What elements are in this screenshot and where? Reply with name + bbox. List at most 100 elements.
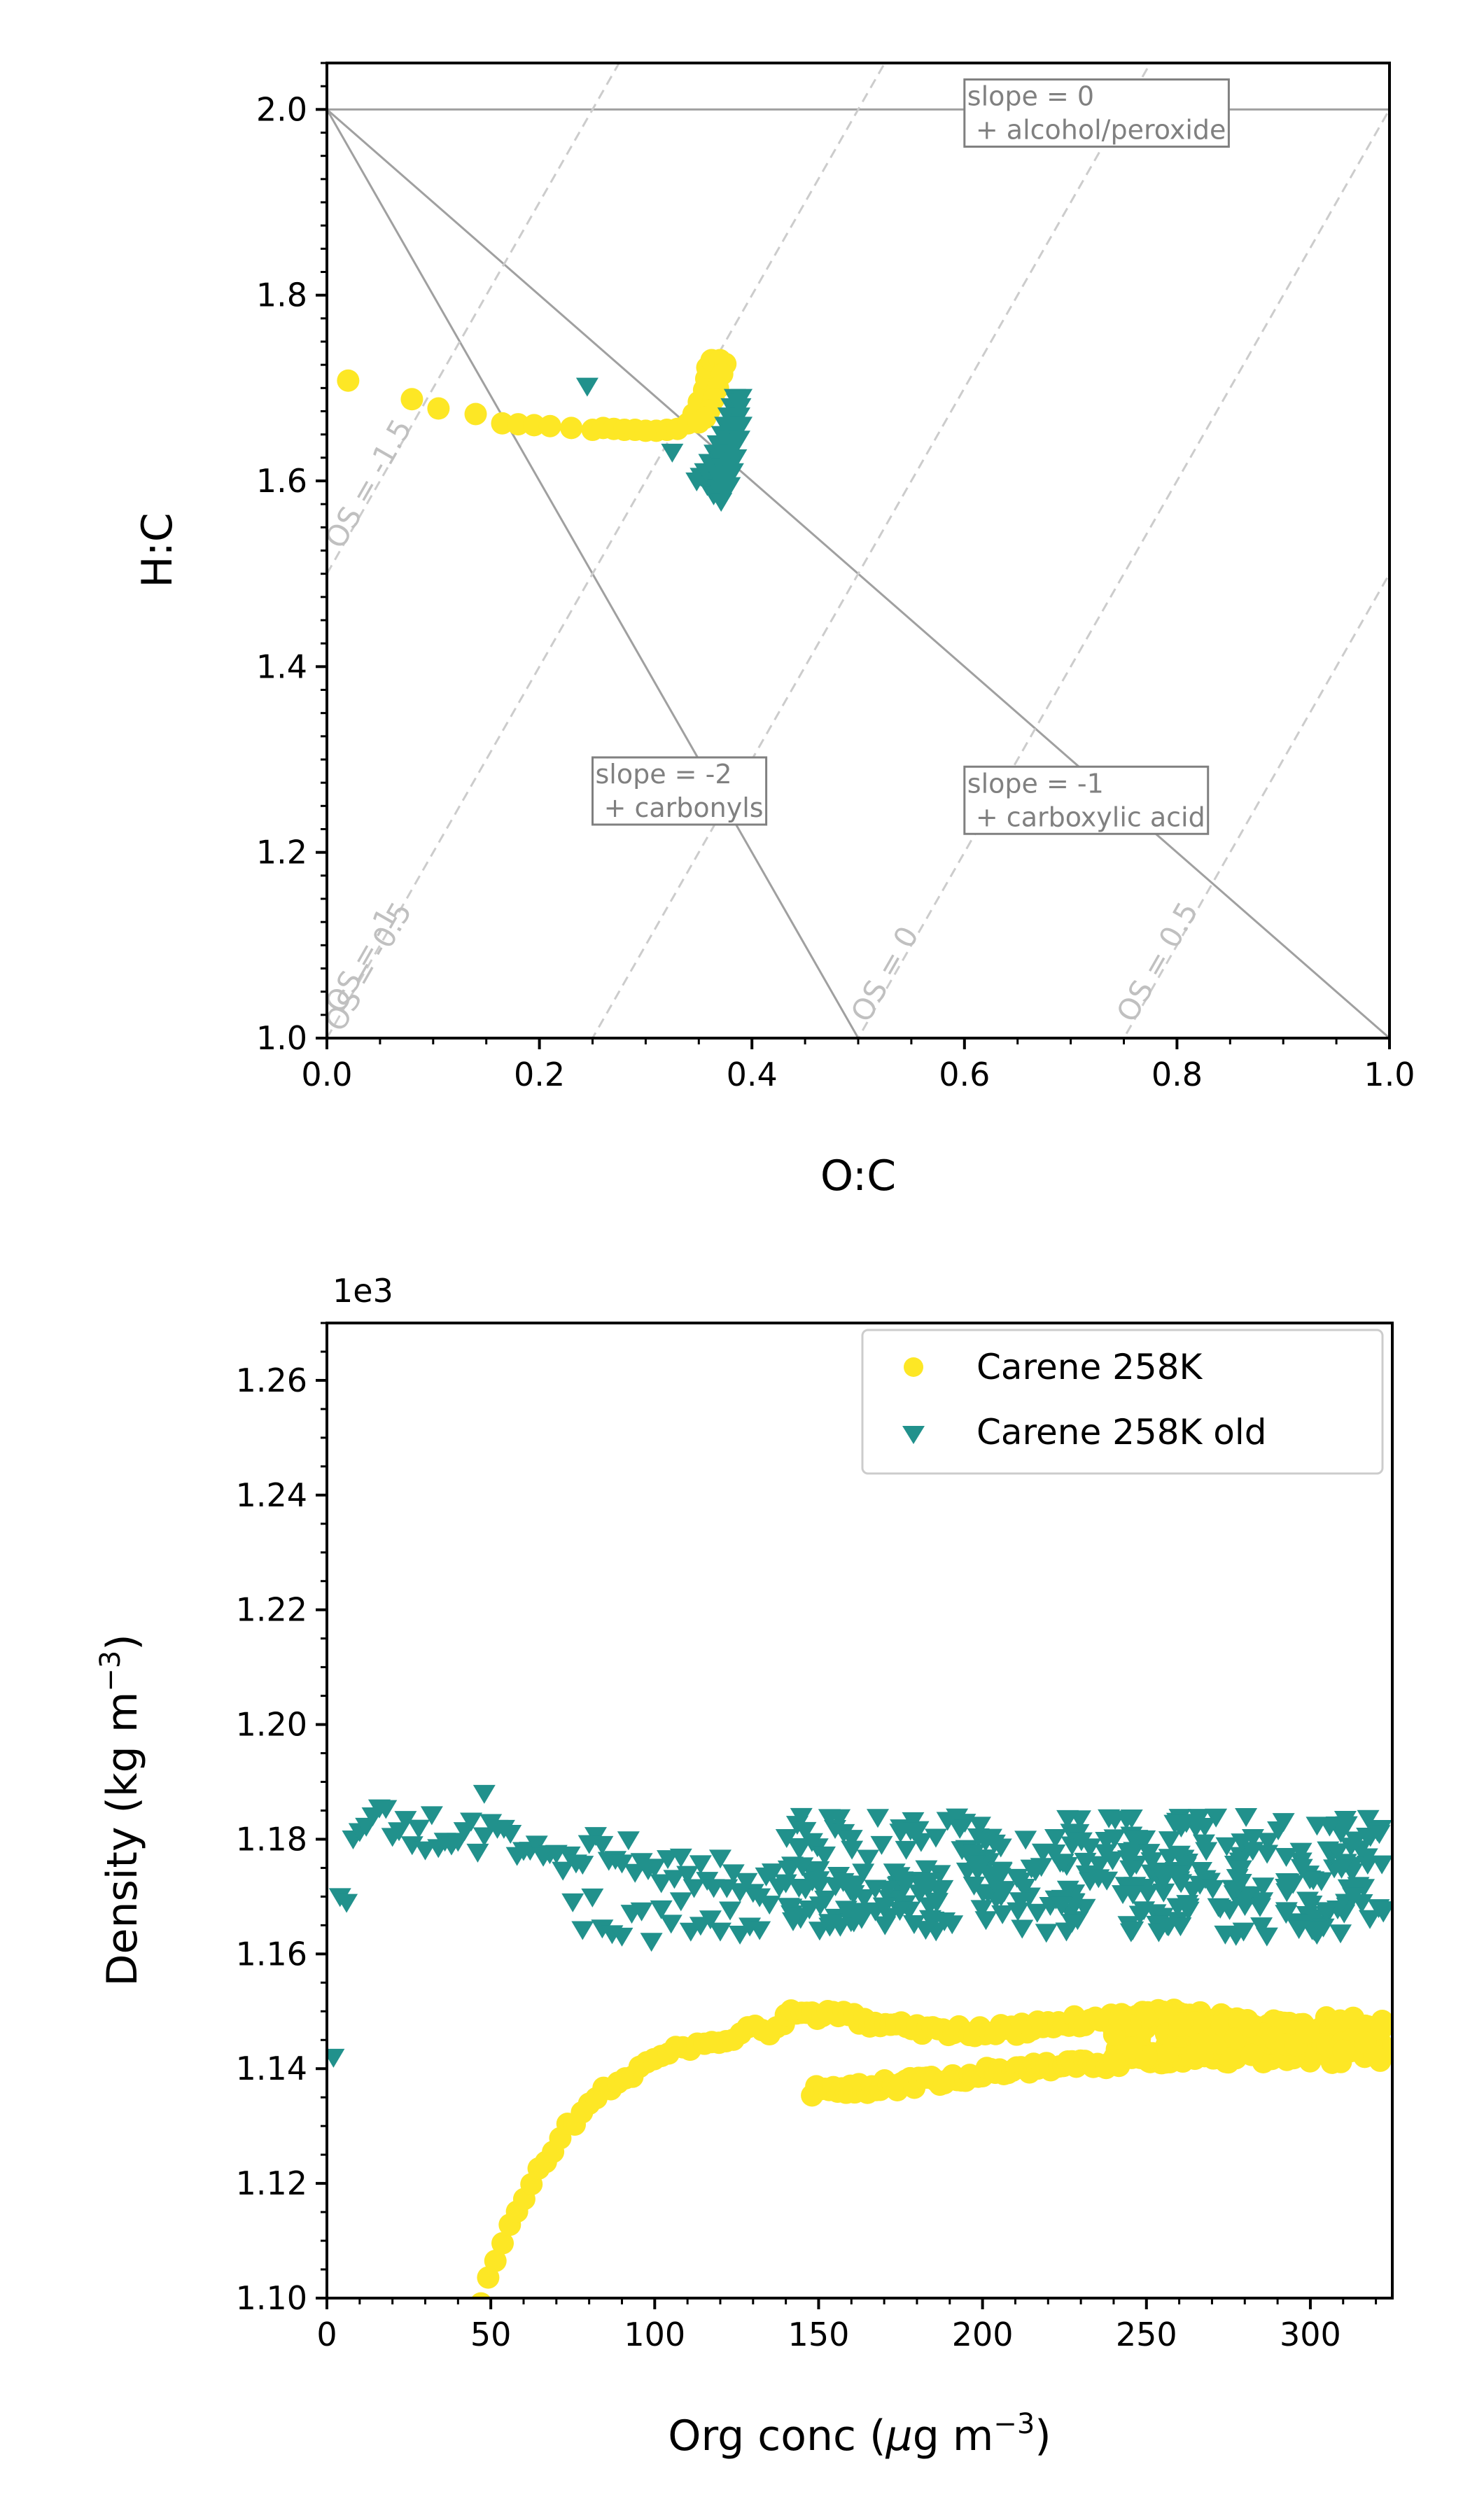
density-point-s1-414 [1156,1917,1179,1936]
density-point-s1-446 [659,1914,682,1934]
y-tick-label: 1.12 [236,2164,307,2202]
density-point-s1-36 [552,1861,575,1881]
density-point-s1-12 [394,1811,417,1830]
density-point-s0-3 [491,2232,514,2255]
density-point-s1-244 [1056,1809,1079,1829]
density-point-s1-287 [948,1819,972,1839]
density-point-s1-110 [1187,1809,1210,1828]
y-tick-label: 1.10 [236,2279,307,2317]
density-point-s1-445 [650,1900,673,1919]
density-point-s1-274 [800,1833,823,1852]
density-point-s1-39 [571,1856,594,1875]
density-point-s1-267 [968,1816,991,1836]
density-point-s1-434 [902,1822,925,1842]
density-point-s1-53 [663,1870,686,1889]
density-point-s0-440 [1108,2008,1131,2031]
point-s1-1 [661,443,684,463]
density-point-s1-451 [708,1922,732,1942]
density-point-s0-448 [1168,2014,1191,2037]
density-point-s1-229 [1031,1843,1054,1863]
density-point-s1-430 [864,1879,887,1899]
density-point-s1-330 [834,1900,858,1920]
point-s1-34 [724,449,748,468]
density-point-s1-95 [1329,1924,1352,1944]
density-point-s1-391 [1051,1854,1074,1873]
y-axis-label: Density (kg m−3) [94,1634,147,1986]
density-point-s1-399 [1087,1869,1110,1889]
density-point-s1-411 [1275,1905,1298,1924]
x-axis-label: Org conc (μg m−3) [668,2408,1051,2460]
density-point-s1-303 [1267,1821,1290,1840]
density-point-s1-438 [581,1888,604,1907]
legend-label-series-2: Carene 258K old [976,1412,1266,1452]
density-point-s1-259 [1005,1868,1028,1888]
density-point-s1-412 [1121,1885,1144,1905]
os-line-0 [327,63,621,575]
density-point-s1-456 [758,1896,781,1915]
density-point-s1-390 [1103,1829,1126,1849]
density-point-s1-325 [1172,1849,1195,1869]
density-point-s0-364 [1324,2012,1348,2036]
y-tick-label: 1.22 [236,1591,307,1629]
density-point-s1-57 [689,1855,712,1875]
density-point-s1-308 [1074,1852,1097,1872]
point-s0-3 [464,402,487,426]
density-point-s1-77 [1026,1903,1049,1923]
x-tick-label: 200 [952,2316,1014,2353]
density-point-s1-328 [970,1900,993,1919]
density-point-s1-404 [918,1872,941,1892]
density-point-s1-181 [1252,1877,1275,1897]
density-point-s1-300 [931,1879,954,1899]
point-s1-41 [730,388,753,408]
density-point-s1-174 [974,1849,997,1869]
point-s0-8 [560,416,583,440]
density-point-s1-52 [657,1850,680,1870]
y-tick-label: 1.16 [236,1935,307,1973]
density-point-s1-450 [699,1910,722,1930]
density-point-s1-277 [895,1840,918,1860]
density-point-s1-379 [1009,1892,1032,1912]
density-point-s1-443 [630,1902,653,1921]
point-s1-39 [729,398,752,417]
density-point-s1-318 [1356,1856,1379,1875]
y-tick-label: 1.6 [256,462,307,500]
density-point-s1-340 [1334,1811,1357,1830]
density-point-s1-45 [610,1854,634,1874]
density-point-s1-54 [669,1848,692,1868]
density-point-s1-220 [852,1863,875,1883]
density-point-s1-283 [1133,1901,1156,1921]
density-point-s1-215 [807,1861,830,1880]
density-point-s0-446 [1238,2015,1261,2038]
density-point-s0-433 [1121,2036,1144,2059]
x-tick-label: 300 [1280,2316,1341,2353]
density-point-s1-381 [1121,1921,1144,1940]
point-s0-6 [523,414,546,437]
density-point-s1-293 [992,1881,1015,1900]
density-point-s1-373 [783,1907,806,1927]
x-tick-label: 0.8 [1152,1056,1203,1093]
x-tick-label: 100 [624,2316,685,2353]
y-tick-label: 1.26 [236,1362,307,1399]
density-point-s1-420 [1287,1920,1310,1940]
density-point-s1-247 [1120,1809,1143,1829]
density-point-s1-254 [1275,1848,1298,1868]
point-s0-5 [507,413,530,436]
legend-label-series-1: Carene 258K [976,1347,1203,1387]
point-s1-15 [710,493,733,512]
density-point-s1-410 [1368,1825,1391,1844]
density-point-s1-331 [974,1833,997,1852]
x-axis-label: O:C [820,1152,896,1200]
density-point-s1-264 [1177,1898,1200,1917]
ref-annotation-text: slope = 0 + alcohol/peroxide [967,81,1226,146]
density-point-s1-60 [708,1849,732,1869]
density-point-s1-363 [1116,1842,1140,1862]
density-point-s1-297 [936,1812,959,1831]
density-point-s0-434 [1240,2043,1264,2066]
density-point-s0-442 [1332,2039,1355,2062]
density-point-s1-50 [643,1858,666,1878]
density-point-s1-288 [1153,1870,1176,1890]
density-point-s1-416 [828,1809,851,1828]
ref-annotation-0: slope = 0 + alcohol/peroxide [963,78,1230,148]
y-tick-label: 1.14 [236,2050,307,2087]
density-point-s1-305 [1138,1844,1161,1863]
